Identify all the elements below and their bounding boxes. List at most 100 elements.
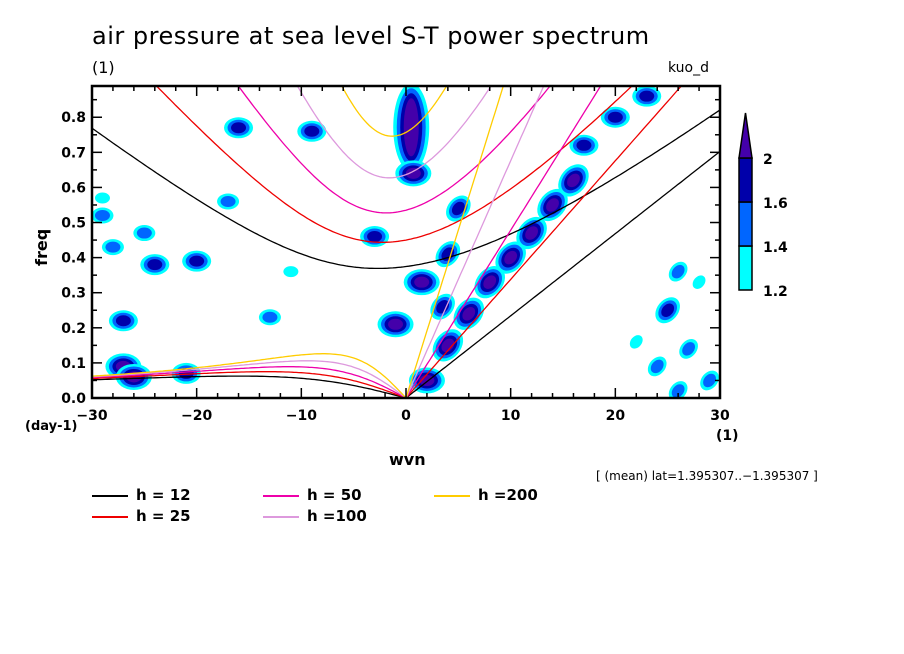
contour-region <box>525 226 539 240</box>
y-tick-label: 0.8 <box>61 110 86 126</box>
colorbar-segment <box>738 201 753 247</box>
y-tick-label: 0.4 <box>61 251 86 267</box>
contour-region <box>136 227 152 239</box>
legend-swatch <box>92 516 128 518</box>
dispersion-curve-ig <box>92 109 720 270</box>
legend-label: h =200 <box>478 486 538 504</box>
contour-region <box>441 247 455 261</box>
legend-swatch <box>434 495 470 497</box>
contour-region <box>682 342 696 356</box>
contour-region <box>607 111 623 123</box>
dispersion-curve-er <box>92 353 407 398</box>
contour-region <box>403 98 419 157</box>
contour-region <box>671 264 685 279</box>
contour-region <box>576 139 592 151</box>
dispersion-curve-ig <box>155 86 633 243</box>
dispersion-curve-er <box>92 360 407 398</box>
contour-region <box>405 167 421 179</box>
dispersion-curve-ig <box>296 86 492 179</box>
contour-region <box>671 384 685 398</box>
legend-swatch <box>263 516 299 518</box>
y-tick-label: 0.7 <box>61 145 86 161</box>
dispersion-curve-kelvin <box>405 86 545 398</box>
colorbar-segment <box>738 245 753 291</box>
contour-region <box>639 90 655 102</box>
contour-region <box>661 303 675 318</box>
dispersion-curve-kelvin <box>405 150 720 398</box>
y-tick-label: 0.5 <box>61 216 86 232</box>
contour-region <box>441 338 455 353</box>
x-tick-label: −10 <box>286 408 317 424</box>
dispersion-curve-er <box>92 366 407 398</box>
contour-region <box>147 259 163 271</box>
dispersion-curve-kelvin <box>405 86 602 398</box>
dispersion-curve-er <box>92 371 407 398</box>
legend-label: h = 12 <box>136 486 191 504</box>
contour-region <box>367 231 383 243</box>
contour-region <box>262 311 278 323</box>
legend-swatch <box>263 495 299 497</box>
contour-region <box>567 173 580 188</box>
contour-fill-layer <box>92 86 719 398</box>
contour-region <box>703 373 716 388</box>
x-axis-label: wvn <box>389 450 426 469</box>
contour-region <box>231 122 247 134</box>
colorbar-label: 1.4 <box>763 240 788 256</box>
legend-label: h =100 <box>307 507 367 525</box>
x-tick-label: 0 <box>401 408 411 424</box>
colorbar: 1.2 1.4 1.6 2 <box>738 112 788 300</box>
contour-region <box>650 359 664 374</box>
chart-units-label: (1) <box>92 58 115 77</box>
dispersion-curve-er <box>92 375 407 398</box>
colorbar-label: 1.6 <box>763 196 788 212</box>
x-axis: −30 −20 −10 0 10 20 30 <box>76 86 730 424</box>
contour-region <box>462 307 476 321</box>
y-tick-label: 0.6 <box>61 180 86 196</box>
averaging-info: [ (mean) lat=1.395307..−1.395307 ] <box>596 469 818 483</box>
contour-region <box>629 335 643 349</box>
y-axis: 0.0 0.1 0.2 0.3 0.4 0.5 0.6 0.7 0.8 <box>61 98 720 407</box>
legend-label: h = 50 <box>307 486 362 504</box>
x-units-label: (1) <box>716 428 739 444</box>
x-tick-label: 10 <box>501 408 521 424</box>
x-tick-label: −30 <box>76 408 107 424</box>
contour-region <box>220 195 236 207</box>
dispersion-curve-kelvin <box>405 86 683 398</box>
contour-region <box>115 315 131 327</box>
x-tick-label: −20 <box>181 408 212 424</box>
y-axis-label: freq <box>32 229 51 266</box>
contour-region <box>283 266 299 278</box>
contour-region <box>94 192 110 204</box>
contour-region <box>94 210 110 222</box>
contour-region <box>483 275 497 289</box>
contour-region <box>388 318 404 330</box>
y-tick-label: 0.0 <box>61 391 86 407</box>
colorbar-extend-triangle <box>738 112 753 159</box>
dispersion-curve-ig <box>341 86 448 137</box>
contour-region <box>451 201 465 216</box>
colorbar-label: 1.2 <box>763 284 788 300</box>
contour-region <box>436 300 450 314</box>
contour-region <box>304 125 320 137</box>
contour-region <box>189 255 205 267</box>
contour-region <box>546 198 559 212</box>
y-tick-label: 0.1 <box>61 356 86 372</box>
x-tick-label: 30 <box>710 408 730 424</box>
dispersion-curve-ig <box>237 86 551 214</box>
legend-swatch <box>92 495 128 497</box>
contour-region <box>105 241 121 253</box>
y-tick-label: 0.2 <box>61 321 86 337</box>
colorbar-segment <box>738 157 753 203</box>
run-label: kuo_d <box>668 60 710 76</box>
chart-title: air pressure at sea level S-T power spec… <box>92 22 650 50</box>
legend-label: h = 25 <box>136 507 191 525</box>
dispersion-curve-kelvin <box>405 86 504 398</box>
contour-region <box>504 250 518 265</box>
dispersion-curve-layer <box>92 86 720 398</box>
contour-region <box>692 275 706 289</box>
y-units-label: (day-1) <box>25 419 77 434</box>
y-tick-label: 0.3 <box>61 286 86 302</box>
x-tick-label: 20 <box>606 408 626 424</box>
contour-region <box>414 276 430 288</box>
